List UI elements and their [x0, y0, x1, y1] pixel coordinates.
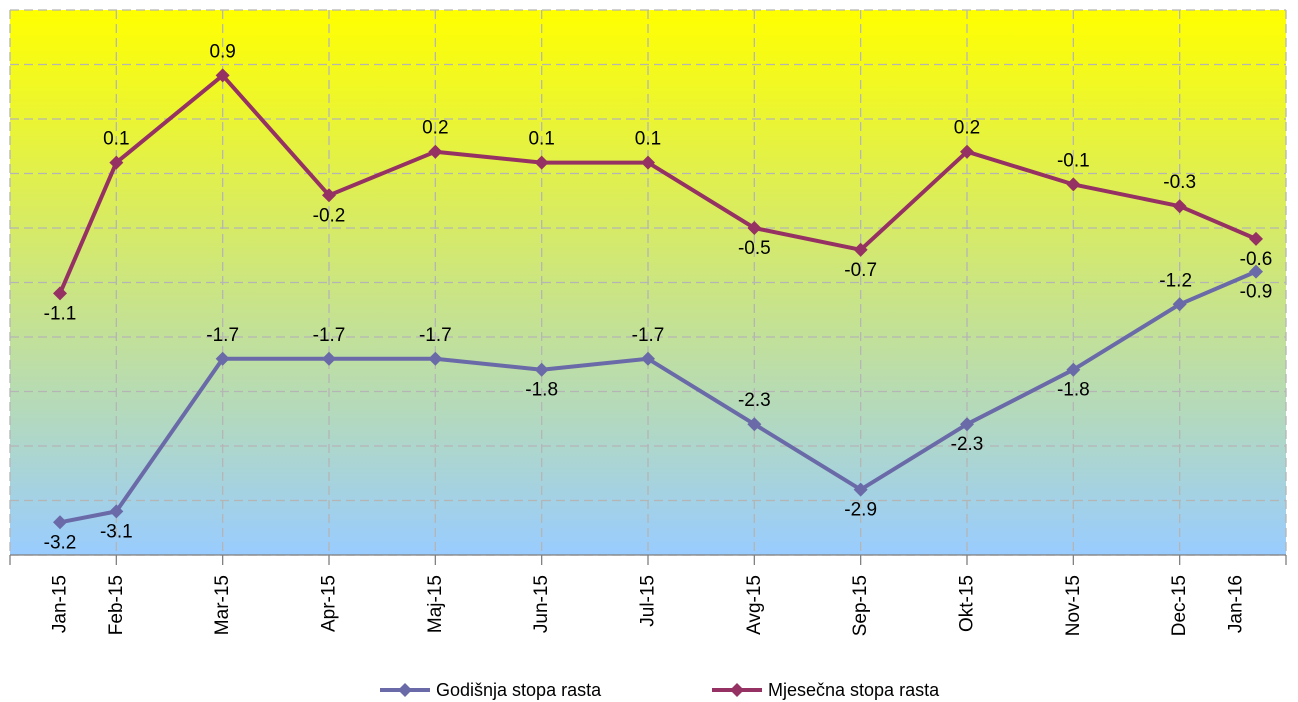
data-label: -0.5: [738, 238, 771, 259]
data-label: -1.7: [419, 325, 452, 346]
series-2-point: [1172, 199, 1187, 214]
x-tick-label: Nov-15: [1063, 575, 1084, 636]
series-1-point: [747, 417, 762, 432]
series-2-point: [747, 221, 762, 235]
data-label: -0.1: [1057, 150, 1090, 171]
x-tick-label: Jan-16: [1226, 575, 1247, 633]
data-label: -0.3: [1163, 172, 1196, 193]
data-label: 0.1: [103, 129, 129, 150]
data-label: -1.7: [313, 325, 346, 346]
legend-label-1: Godišnja stopa rasta: [436, 680, 602, 700]
series-2-point: [109, 155, 124, 170]
data-label: -0.6: [1240, 249, 1273, 270]
data-label: -0.2: [313, 205, 346, 226]
legend: Godišnja stopa rasta Mjesečna stopa rasta: [380, 680, 940, 700]
series-1-point: [960, 417, 974, 432]
series-1-point: [428, 351, 443, 366]
x-tick-label: Maj-15: [425, 575, 446, 633]
x-tick-label: Dec-15: [1169, 575, 1190, 636]
series-2-point: [1249, 231, 1263, 246]
series-1-point: [322, 351, 336, 366]
legend-marker-1: [398, 683, 412, 697]
data-label: -2.3: [951, 434, 984, 455]
data-label: -0.7: [844, 260, 877, 281]
data-label: -3.2: [44, 532, 77, 553]
x-tick-label: Sep-15: [850, 575, 871, 636]
series-2-point: [215, 68, 230, 83]
data-label: 0.2: [954, 118, 980, 139]
series-1-point: [53, 515, 67, 530]
data-label: -1.7: [206, 325, 239, 346]
x-tick-label: Jul-15: [638, 575, 659, 627]
data-label: -1.1: [44, 303, 77, 324]
series-2-point: [322, 188, 336, 203]
data-label: -0.9: [1240, 282, 1273, 303]
data-label: 0.9: [209, 41, 235, 62]
data-label: 0.2: [422, 118, 448, 139]
data-labels: -3.2 -3.1 -1.7 -1.7 -1.7 -1.8 -1.7 -2.3 -2.9 -2.3…: [44, 41, 1273, 553]
series-2-point: [53, 286, 67, 301]
data-label: -1.2: [1159, 270, 1192, 291]
series-1-point: [1249, 264, 1263, 279]
x-tick-label: Avg-15: [744, 575, 765, 635]
series-2-point: [1066, 177, 1081, 192]
series-1-point: [534, 362, 549, 377]
x-tick-label: Apr-15: [319, 575, 340, 632]
series-1-point: [641, 351, 655, 366]
legend-label-2: Mjesečna stopa rasta: [768, 680, 940, 700]
series-1-point: [109, 504, 124, 519]
series-2-point: [641, 155, 655, 170]
series-1-point: [853, 482, 868, 497]
series-2-point: [428, 144, 443, 159]
data-label: -2.9: [844, 500, 877, 521]
x-tick-label: Okt-15: [957, 575, 978, 632]
series-2-point: [853, 242, 868, 257]
series-layer: [53, 68, 1263, 530]
x-tick-label: Jan-15: [50, 575, 71, 633]
data-label: 0.1: [528, 129, 554, 150]
data-label: -1.8: [525, 380, 558, 401]
series-2-point: [960, 144, 974, 159]
series-2-point: [534, 155, 549, 170]
series-1-point: [1172, 297, 1187, 312]
series-1-point: [1066, 362, 1081, 377]
data-label: -2.3: [738, 390, 771, 411]
x-axis: Jan-15 Feb-15 Mar-15 Apr-15 Maj-15 Jun-15 Jul-…: [9, 554, 1287, 636]
legend-marker-2: [730, 683, 744, 697]
x-tick-label: Mar-15: [212, 575, 233, 635]
x-tick-label: Jun-15: [531, 575, 552, 633]
data-label: -3.1: [100, 521, 133, 542]
data-label: -1.8: [1057, 380, 1090, 401]
data-label: -1.7: [632, 325, 665, 346]
x-tick-label: Feb-15: [106, 575, 127, 635]
series-1-point: [215, 351, 230, 366]
data-label: 0.1: [635, 129, 661, 150]
